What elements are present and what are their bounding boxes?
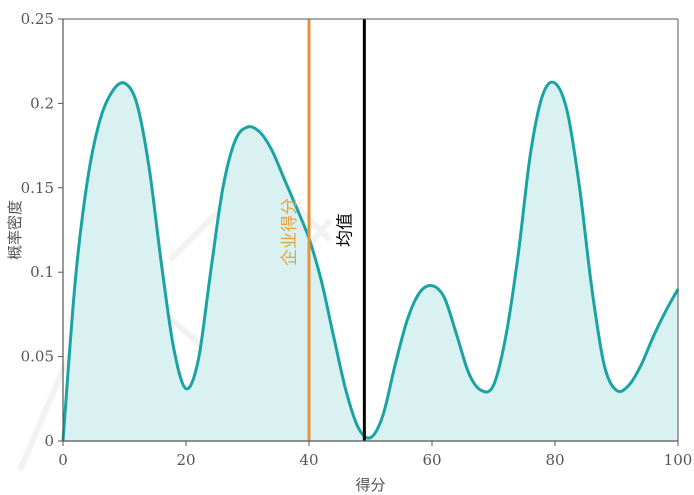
y-tick-label: 0.05 — [21, 348, 54, 366]
y-tick-label: 0.25 — [21, 10, 54, 28]
vline-label-1: 均值 — [335, 213, 355, 247]
vline-label-0: 企业得分 — [280, 198, 300, 266]
density-curve — [61, 80, 680, 442]
y-tick-label: 0 — [44, 432, 54, 450]
y-tick-label: 0.1 — [30, 263, 54, 281]
x-tick-label: 20 — [176, 451, 195, 469]
plot-area: 企业得分 均值 0 20 40 60 80 100 0 0.05 0.1 0.15 0.2 0.25 — [21, 10, 693, 469]
y-tick-label: 0.2 — [30, 94, 54, 112]
density-area-fill — [63, 82, 678, 442]
y-tick-label: 0.15 — [21, 179, 54, 197]
x-tick-label: 40 — [299, 451, 318, 469]
x-tick-label: 80 — [545, 451, 564, 469]
y-axis-label: 概率密度 — [6, 200, 24, 260]
x-axis-label: 得分 — [355, 476, 385, 494]
x-tick-label: 100 — [664, 451, 693, 469]
x-tick-label: 0 — [58, 451, 68, 469]
x-tick-label: 60 — [422, 451, 441, 469]
